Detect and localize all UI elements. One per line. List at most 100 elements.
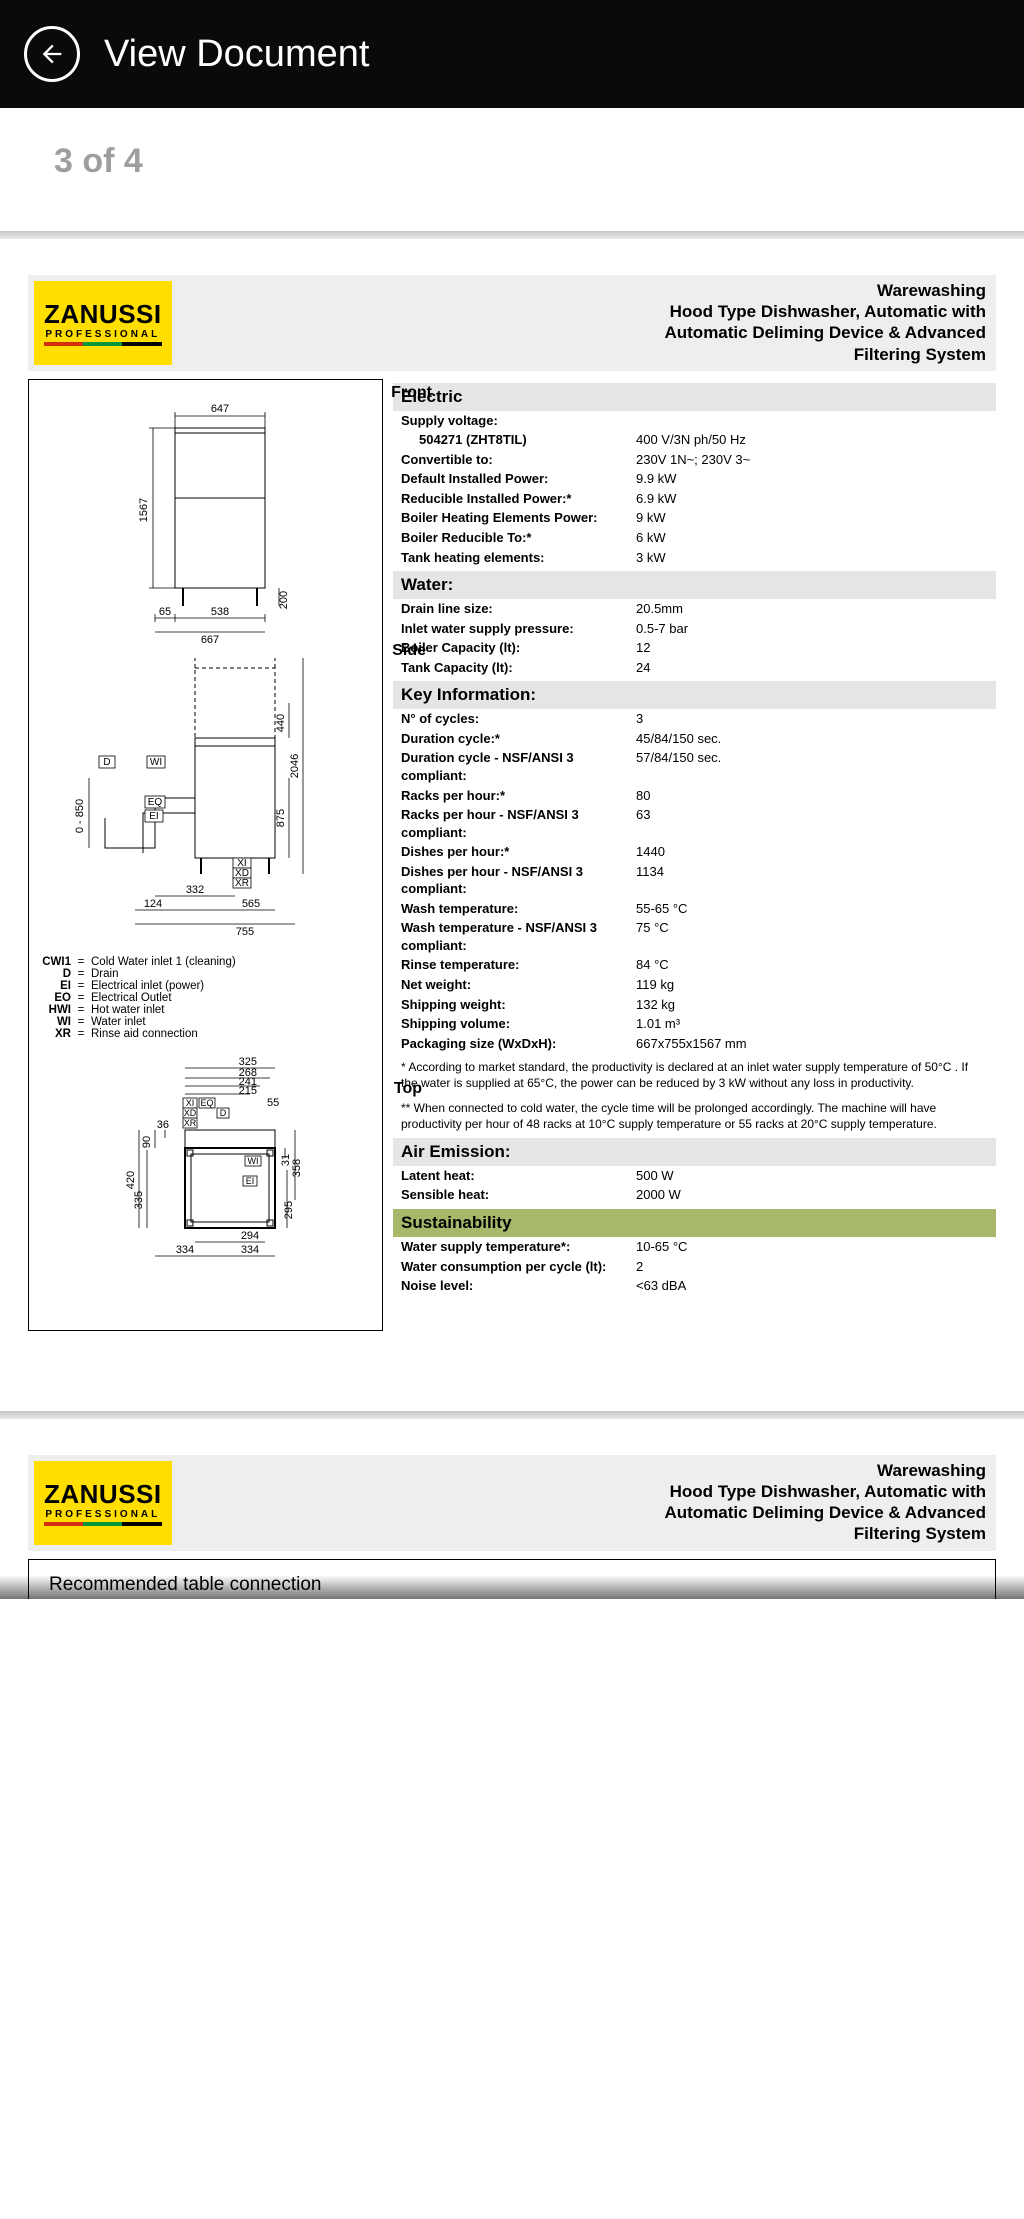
spec-value: 9 kW: [636, 509, 988, 527]
spec-key: Wash temperature - NSF/ANSI 3 compliant:: [401, 919, 636, 954]
diagram-legend: CWI1=Cold Water inlet 1 (cleaning)D=Drai…: [35, 956, 376, 1040]
spec-value: 500 W: [636, 1167, 988, 1185]
spec-key: Boiler Heating Elements Power:: [401, 509, 636, 527]
page-indicator: 3 of 4: [0, 108, 1024, 231]
spec-row: Racks per hour - NSF/ANSI 3 compliant:63: [393, 805, 996, 842]
svg-text:215: 215: [239, 1085, 257, 1097]
spec-row: Supply voltage:: [393, 411, 996, 431]
doc-title2-line1: Hood Type Dishwasher, Automatic with: [192, 1481, 986, 1502]
spec-rows-water: Drain line size:20.5mmInlet water supply…: [393, 599, 996, 677]
spec-key: Convertible to:: [401, 451, 636, 469]
spec-key: Drain line size:: [401, 600, 636, 618]
svg-text:EI: EI: [149, 811, 158, 822]
spec-key: Rinse temperature:: [401, 956, 636, 974]
spec-key: Noise level:: [401, 1277, 636, 1295]
section-heading-electric: Electric: [393, 383, 996, 411]
spec-row: Dishes per hour - NSF/ANSI 3 compliant:1…: [393, 862, 996, 899]
spec-value: 1134: [636, 863, 988, 898]
svg-text:XI: XI: [186, 1098, 195, 1108]
spec-value: 57/84/150 sec.: [636, 749, 988, 784]
spec-key: Shipping weight:: [401, 996, 636, 1014]
spec-row: Boiler Reducible To:*6 kW: [393, 528, 996, 548]
page-divider-2: [0, 1411, 1024, 1419]
legend-desc: Water inlet: [87, 1016, 376, 1028]
view-label-front: Front: [391, 384, 432, 402]
spec-value: 667x755x1567 mm: [636, 1035, 988, 1053]
spec-key: Dishes per hour:*: [401, 843, 636, 861]
svg-text:295: 295: [283, 1201, 295, 1219]
spec-value: 63: [636, 806, 988, 841]
doc-page-3: ZANUSSI PROFESSIONAL Warewashing Hood Ty…: [0, 239, 1024, 1351]
spec-value: 84 °C: [636, 956, 988, 974]
svg-text:647: 647: [211, 403, 229, 415]
svg-text:335: 335: [133, 1191, 145, 1209]
spec-row: Boiler Heating Elements Power:9 kW: [393, 508, 996, 528]
spec-row: Drain line size:20.5mm: [393, 599, 996, 619]
spec-value: 6.9 kW: [636, 490, 988, 508]
appbar: View Document: [0, 0, 1024, 108]
svg-text:875: 875: [275, 809, 287, 827]
spec-row: Latent heat:500 W: [393, 1166, 996, 1186]
doc-category: Warewashing: [192, 281, 986, 301]
spec-value: <63 dBA: [636, 1277, 988, 1295]
spec-rows-sustain: Water supply temperature*:10-65 °CWater …: [393, 1237, 996, 1296]
legend-desc: Drain: [87, 968, 376, 980]
spec-key: Reducible Installed Power:*: [401, 490, 636, 508]
spec-row: Dishes per hour:*1440: [393, 842, 996, 862]
view-label-top: Top: [394, 1080, 422, 1098]
spec-key: Shipping volume:: [401, 1015, 636, 1033]
spec-row: Default Installed Power:9.9 kW: [393, 469, 996, 489]
spec-row: Inlet water supply pressure:0.5-7 bar: [393, 619, 996, 639]
spec-value: [636, 412, 988, 430]
spec-row: Wash temperature - NSF/ANSI 3 compliant:…: [393, 918, 996, 955]
appbar-title: View Document: [104, 33, 369, 76]
section-heading-key: Key Information:: [393, 681, 996, 709]
spec-value: 2000 W: [636, 1186, 988, 1204]
spec-key: Racks per hour:*: [401, 787, 636, 805]
svg-text:90: 90: [141, 1136, 153, 1148]
back-button[interactable]: [24, 26, 80, 82]
svg-text:EI: EI: [246, 1176, 255, 1186]
spec-key: Duration cycle:*: [401, 730, 636, 748]
doc-title2-line2: Automatic Deliming Device & Advanced: [192, 1502, 986, 1523]
legend-row: D=Drain: [35, 968, 376, 980]
section-heading-water: Water:: [393, 571, 996, 599]
doc-title-line3: Filtering System: [192, 344, 986, 365]
legend-desc: Hot water inlet: [87, 1004, 376, 1016]
legend-code: XR: [35, 1028, 75, 1040]
spec-value: 12: [636, 639, 988, 657]
spec-row: Racks per hour:*80: [393, 786, 996, 806]
spec-rows-key: N° of cycles:3Duration cycle:*45/84/150 …: [393, 709, 996, 1053]
doc-title-line2: Automatic Deliming Device & Advanced: [192, 322, 986, 343]
spec-row: Rinse temperature:84 °C: [393, 955, 996, 975]
doc-page-4: ZANUSSI PROFESSIONAL Warewashing Hood Ty…: [0, 1419, 1024, 1599]
svg-text:36: 36: [157, 1119, 169, 1131]
spec-value: 230V 1N~; 230V 3~: [636, 451, 988, 469]
svg-text:XR: XR: [235, 878, 249, 889]
spec-key: Dishes per hour - NSF/ANSI 3 compliant:: [401, 863, 636, 898]
legend-code: CWI1: [35, 956, 75, 968]
spec-row: Duration cycle - NSF/ANSI 3 compliant:57…: [393, 748, 996, 785]
doc-category-2: Warewashing: [192, 1461, 986, 1481]
diagram-column: Front 647: [28, 379, 383, 1331]
spec-key: 504271 (ZHT8TIL): [401, 431, 636, 449]
spec-key: Sensible heat:: [401, 1186, 636, 1204]
spec-value: 132 kg: [636, 996, 988, 1014]
svg-text:EQ: EQ: [200, 1098, 213, 1108]
brand-subtitle: PROFESSIONAL: [45, 329, 160, 340]
spec-key: Boiler Capacity (lt):: [401, 639, 636, 657]
legend-desc: Electrical Outlet: [87, 992, 376, 1004]
svg-text:WI: WI: [150, 757, 162, 768]
diagram-front: 647 1567 200 65 538: [35, 388, 376, 648]
svg-text:440: 440: [275, 714, 287, 732]
spec-key: Tank heating elements:: [401, 549, 636, 567]
svg-text:D: D: [220, 1108, 227, 1118]
svg-text:0 - 850: 0 - 850: [74, 799, 86, 833]
legend-row: XR=Rinse aid connection: [35, 1028, 376, 1040]
svg-text:667: 667: [201, 634, 219, 646]
spec-row: Net weight:119 kg: [393, 975, 996, 995]
spec-rows-electric: Supply voltage:504271 (ZHT8TIL)400 V/3N …: [393, 411, 996, 567]
svg-text:420: 420: [125, 1171, 137, 1189]
spec-row: Duration cycle:*45/84/150 sec.: [393, 729, 996, 749]
spec-value: 1440: [636, 843, 988, 861]
